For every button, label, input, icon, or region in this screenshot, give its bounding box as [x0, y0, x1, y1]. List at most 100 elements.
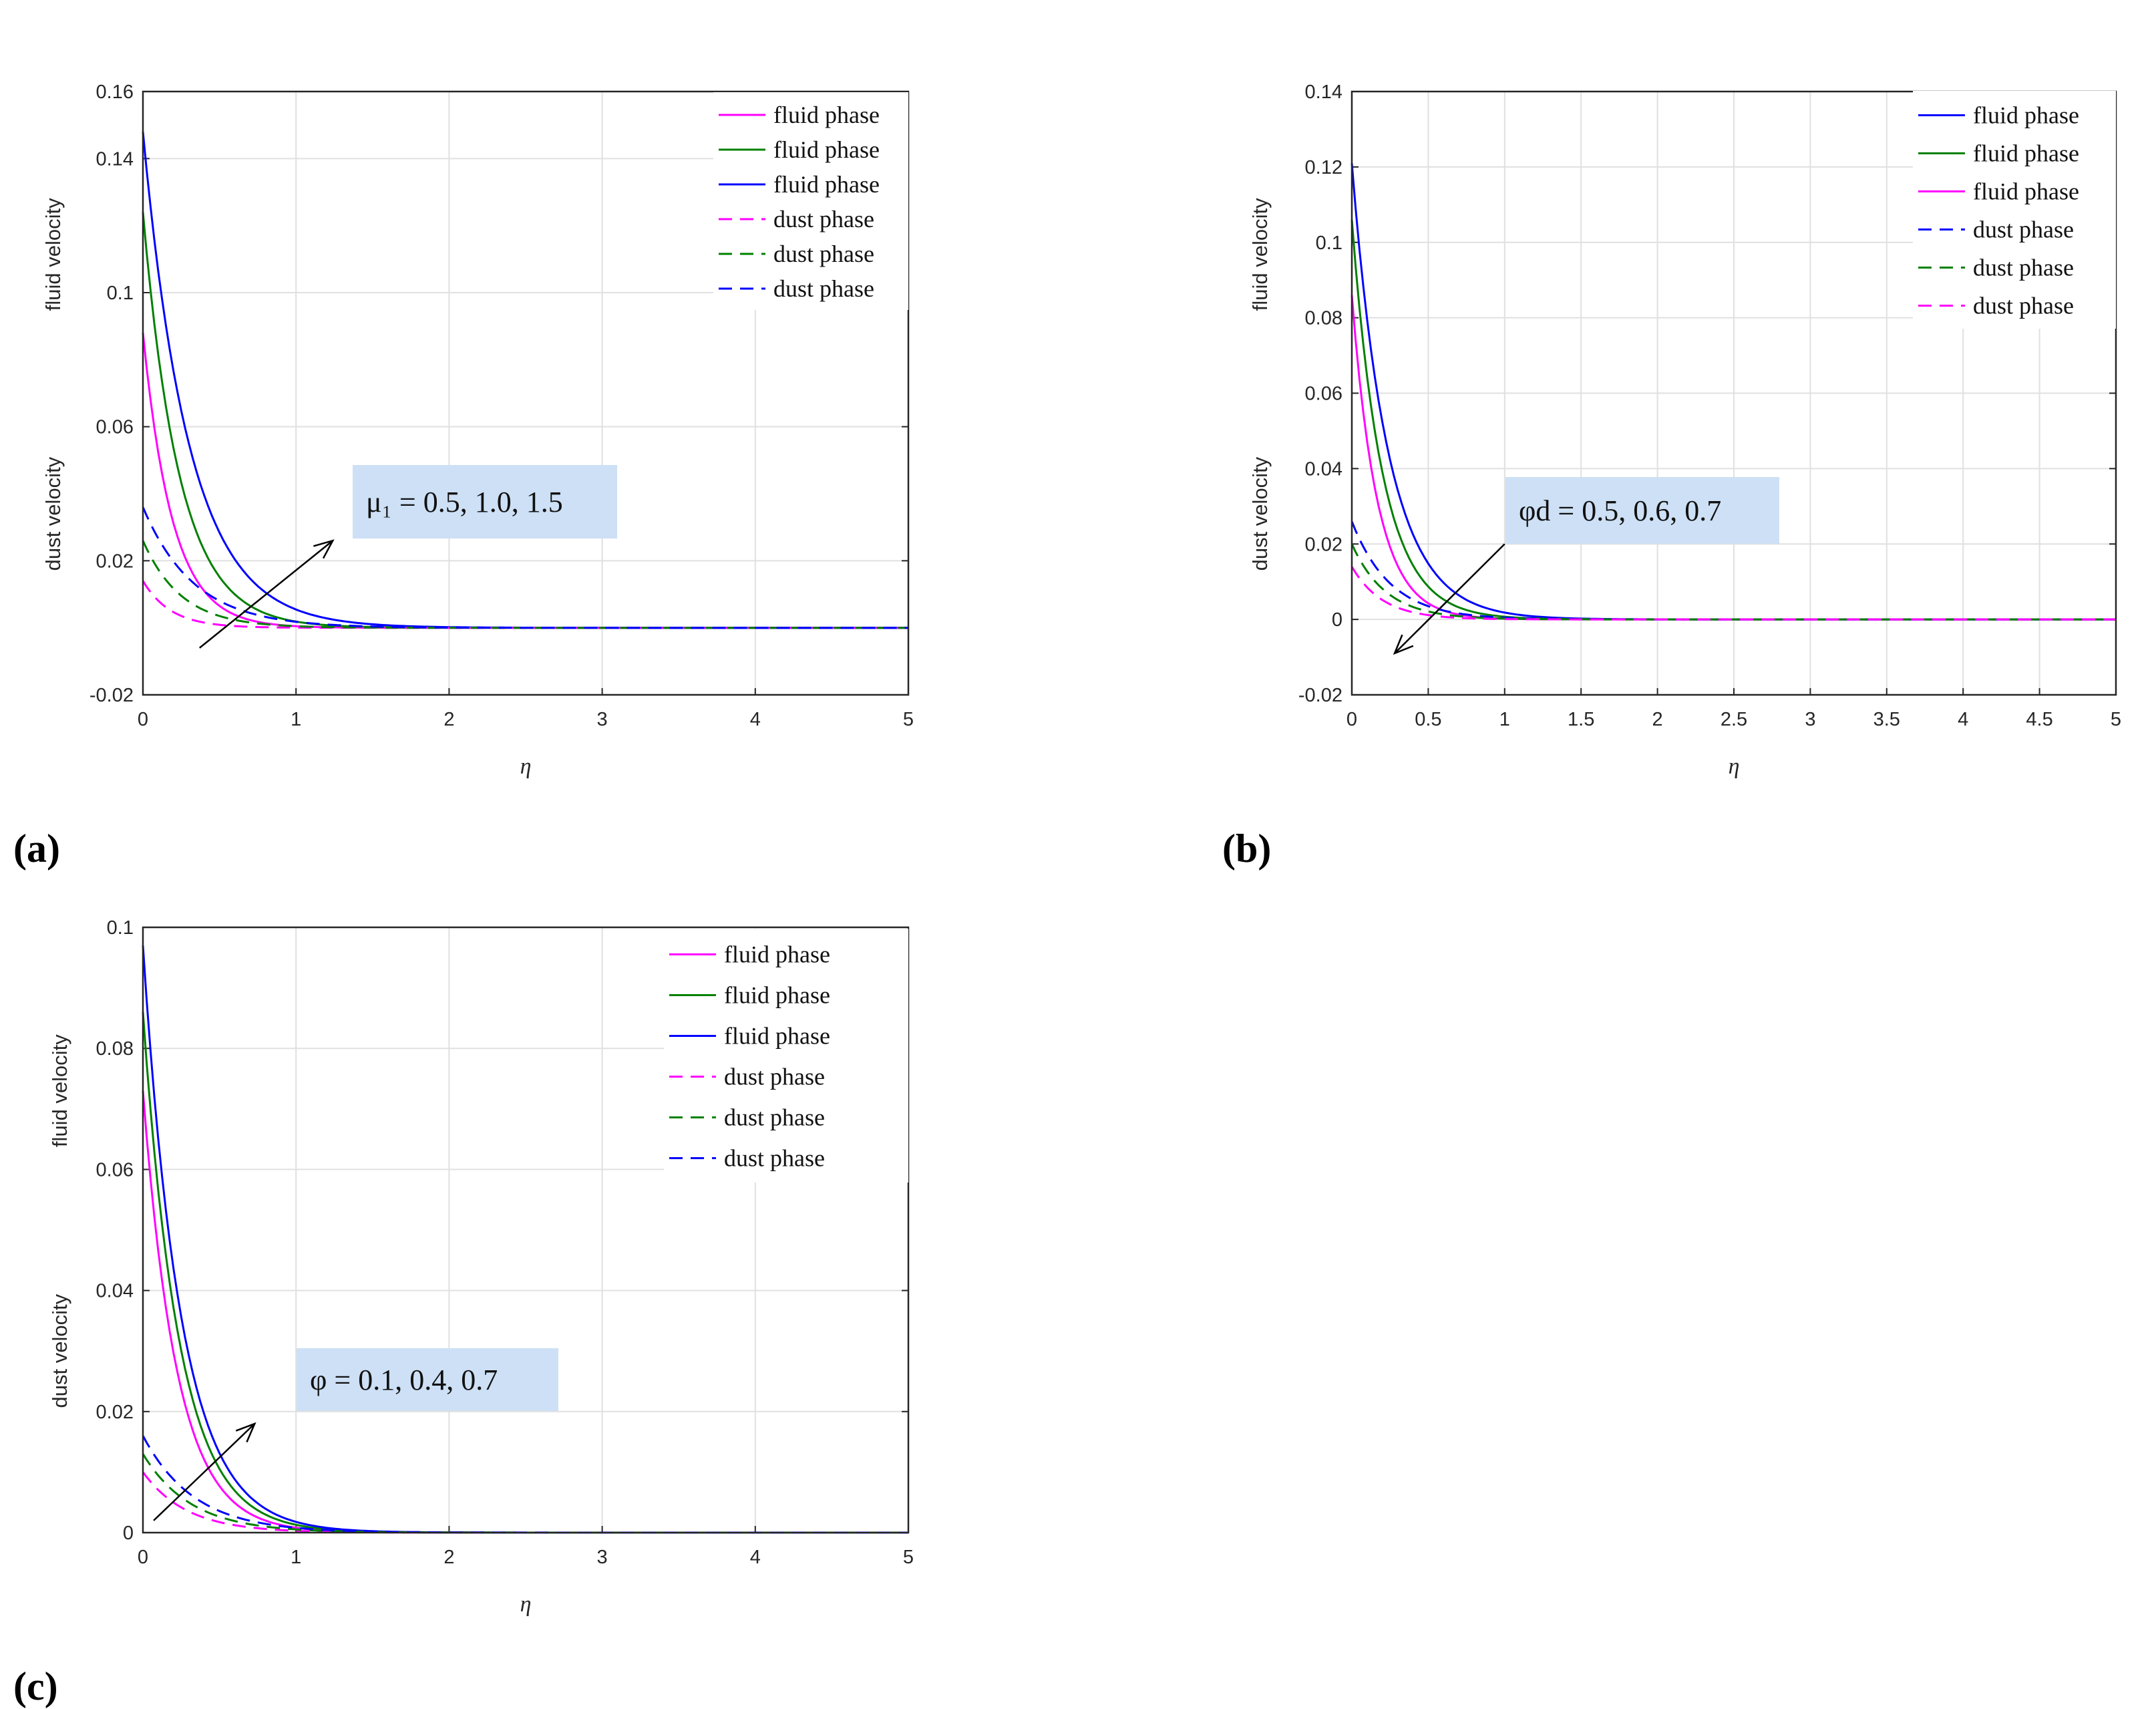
x-tick-label: 3 — [597, 1547, 608, 1568]
x-tick-label: 2 — [1652, 709, 1663, 730]
annotation-arrow — [153, 1423, 256, 1521]
x-tick-label: 4 — [750, 1547, 761, 1568]
legend-label-6: dust phase — [724, 1145, 825, 1172]
x-tick-label: 0 — [138, 709, 148, 730]
legend-label-6: dust phase — [773, 275, 874, 302]
x-axis-title: η — [520, 1592, 532, 1617]
x-tick-label: 1 — [1499, 709, 1510, 730]
legend-label-1: fluid phase — [1973, 102, 2079, 129]
panel-label: (c) — [13, 1664, 58, 1708]
annotation-arrowhead — [235, 1422, 256, 1442]
panel-label: (b) — [1222, 826, 1271, 871]
annotation-text: μ₁ = 0.5, 1.0, 1.5 — [366, 486, 563, 518]
y-tick-label: 0.02 — [96, 551, 134, 572]
y-axis-title-fluid: fluid velocity — [41, 198, 65, 311]
y-tick-label: 0.1 — [107, 917, 134, 939]
chart-panel-1: 0 1 2 3 4 5 -0.02 0.02 0.06 0.1 0.14 0.16 fluid phas… — [13, 82, 914, 871]
legend-label-5: dust phase — [724, 1104, 825, 1131]
y-tick-label: 0 — [123, 1523, 134, 1544]
annotation-text: φ = 0.1, 0.4, 0.7 — [310, 1364, 498, 1396]
y-tick-label: 0.14 — [96, 148, 134, 170]
legend-label-2: fluid phase — [1973, 140, 2079, 167]
annotation-arrowhead — [313, 539, 335, 559]
axes-frame — [142, 926, 910, 1534]
legend-box — [664, 929, 908, 1183]
x-tick-label: 1 — [291, 709, 301, 730]
chart-panel-2: 0 0.5 1 1.5 2 2.5 3 3.5 4 4.5 5-0.0200.020.040.060… — [1222, 82, 2121, 871]
x-tick-label: 0 — [138, 1547, 148, 1568]
x-tick-label: 0 — [1346, 709, 1357, 730]
x-tick-label: 1 — [291, 1547, 301, 1568]
y-tick-label: 0.08 — [1305, 308, 1342, 329]
y-tick-label: 0.06 — [96, 1159, 134, 1181]
axes-frame — [142, 90, 910, 696]
y-tick-label: 0.1 — [107, 283, 134, 304]
legend-label-1: fluid phase — [773, 102, 880, 128]
y-tick-label: 0.06 — [96, 417, 134, 438]
x-tick-label: 5 — [2111, 709, 2121, 730]
x-axis-title: η — [520, 754, 532, 779]
legend-label-3: fluid phase — [1973, 178, 2079, 205]
x-tick-label: 0.5 — [1415, 709, 1441, 730]
legend-label-6: dust phase — [1973, 293, 2074, 319]
legend: fluid phase fluid phase fluid phase dust ph… — [1913, 91, 2116, 329]
series-line-6 — [142, 506, 908, 629]
y-tick-label: 0.06 — [1305, 383, 1342, 405]
y-tick-label: 0.14 — [1305, 82, 1342, 103]
y-tick-label: -0.02 — [1298, 685, 1342, 706]
y-tick-label: 0.04 — [1305, 458, 1342, 480]
annotation-arrow — [199, 540, 333, 649]
legend: fluid phase fluid phase fluid phase dust ph… — [713, 92, 908, 310]
legend-label-4: dust phase — [1973, 216, 2074, 243]
x-tick-label: 2.5 — [1721, 709, 1747, 730]
y-axis-title-dust: dust velocity — [41, 456, 65, 571]
x-tick-label: 3 — [597, 709, 608, 730]
y-axis-title-dust: dust velocity — [1248, 456, 1272, 571]
y-tick-label: 0.02 — [96, 1402, 134, 1423]
x-tick-label: 1.5 — [1568, 709, 1594, 730]
y-tick-label: 0.16 — [96, 82, 134, 103]
y-tick-label: 0.12 — [1305, 157, 1342, 178]
panel-label: (a) — [13, 826, 60, 871]
y-tick-label: 0.08 — [96, 1038, 134, 1060]
y-tick-label: 0.04 — [96, 1281, 134, 1302]
x-tick-label: 2 — [443, 1547, 454, 1568]
legend-label-2: fluid phase — [724, 982, 830, 1009]
y-tick-label: 0 — [1332, 609, 1342, 631]
legend-box — [713, 92, 908, 310]
legend-label-1: fluid phase — [724, 941, 830, 968]
legend: fluid phase fluid phase fluid phase dust ph… — [664, 929, 908, 1183]
y-axis-title-fluid: fluid velocity — [1248, 198, 1272, 311]
x-tick-label: 5 — [903, 709, 914, 730]
legend-label-5: dust phase — [773, 241, 874, 267]
legend-box — [1913, 91, 2116, 329]
y-axis-title-fluid: fluid velocity — [48, 1034, 71, 1147]
y-tick-label: 0.1 — [1316, 232, 1342, 254]
series-line-5 — [1351, 543, 2116, 621]
annotation-arrowhead — [1393, 634, 1414, 655]
x-tick-label: 5 — [903, 1547, 914, 1568]
x-tick-label: 4 — [1958, 709, 1968, 730]
legend-label-4: dust phase — [724, 1064, 825, 1090]
x-tick-label: 3 — [1805, 709, 1815, 730]
legend-label-4: dust phase — [773, 206, 874, 232]
x-tick-label: 4 — [750, 709, 761, 730]
annotation-box — [353, 465, 617, 538]
x-axis-title: η — [1729, 754, 1740, 779]
legend-label-5: dust phase — [1973, 255, 2074, 281]
legend-label-3: fluid phase — [724, 1023, 830, 1050]
legend-label-3: fluid phase — [773, 171, 880, 198]
legend-label-2: fluid phase — [773, 136, 880, 163]
annotation-text: φd = 0.5, 0.6, 0.7 — [1519, 494, 1721, 527]
axes-frame — [1351, 90, 2117, 696]
annotation-arrow — [1394, 543, 1505, 654]
x-tick-label: 4.5 — [2026, 709, 2052, 730]
x-tick-label: 2 — [443, 709, 454, 730]
y-axis-title-dust: dust velocity — [48, 1293, 71, 1408]
annotation-box — [297, 1348, 558, 1411]
y-tick-label: 0.02 — [1305, 534, 1342, 555]
x-tick-label: 3.5 — [1873, 709, 1900, 730]
annotation-box — [1505, 477, 1779, 544]
